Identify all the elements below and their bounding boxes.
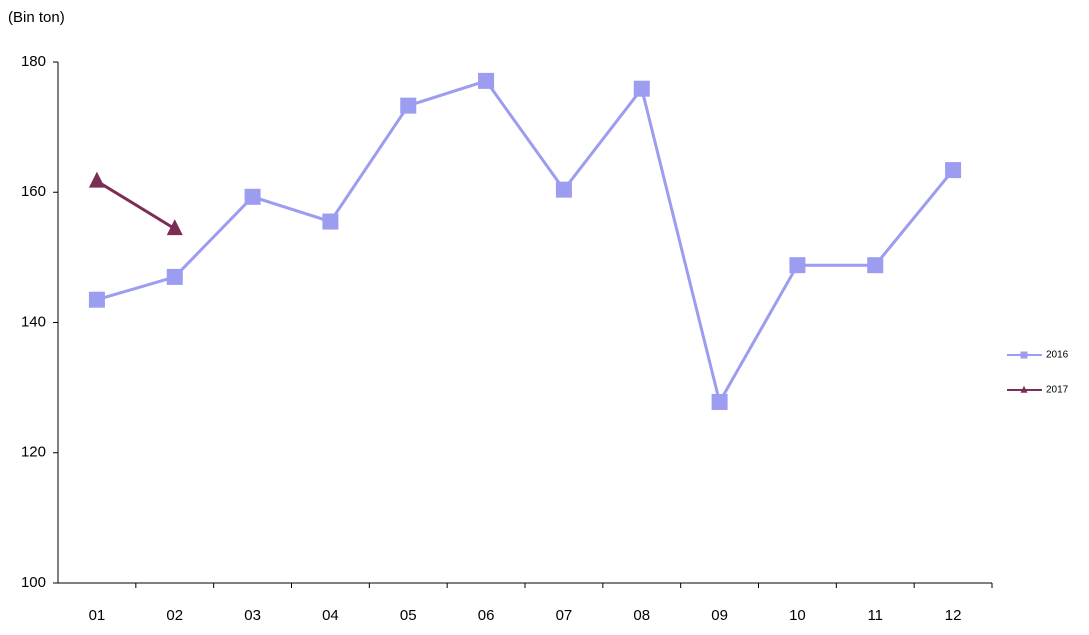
series-line <box>96 179 176 231</box>
x-tick-label: 08 <box>633 607 650 624</box>
y-tick-label: 160 <box>21 183 46 200</box>
x-tick-label: 04 <box>322 607 339 624</box>
y-tick-label: 180 <box>21 53 46 70</box>
x-tick-label: 11 <box>867 607 883 624</box>
point <box>478 72 495 89</box>
legend-label: 2017 <box>1046 385 1069 396</box>
point <box>1020 351 1028 359</box>
point <box>244 188 261 205</box>
y-axis-label: (Bin ton) <box>8 9 65 26</box>
y-tick-label: 100 <box>21 574 46 591</box>
point <box>789 257 806 274</box>
point <box>555 181 572 198</box>
x-tick-label: 03 <box>244 607 261 624</box>
point <box>166 268 183 285</box>
x-tick-label: 05 <box>400 607 417 624</box>
point <box>400 97 417 114</box>
legend-label: 2016 <box>1046 350 1069 361</box>
point <box>1020 385 1028 393</box>
point <box>945 162 962 179</box>
x-tick-label: 07 <box>556 607 573 624</box>
series-line <box>96 79 955 406</box>
point <box>711 393 728 410</box>
x-tick-label: 12 <box>945 607 962 624</box>
x-tick-label: 02 <box>166 607 183 624</box>
y-tick-label: 140 <box>21 313 46 330</box>
point <box>867 257 884 274</box>
x-tick-label: 06 <box>478 607 495 624</box>
point <box>322 213 339 230</box>
point <box>88 171 105 188</box>
point <box>633 80 650 97</box>
x-tick-label: 09 <box>711 607 728 624</box>
point <box>88 291 105 308</box>
x-tick-label: 10 <box>789 607 806 624</box>
point <box>166 219 183 236</box>
x-tick-label: 01 <box>89 607 106 624</box>
y-tick-label: 120 <box>21 444 46 461</box>
